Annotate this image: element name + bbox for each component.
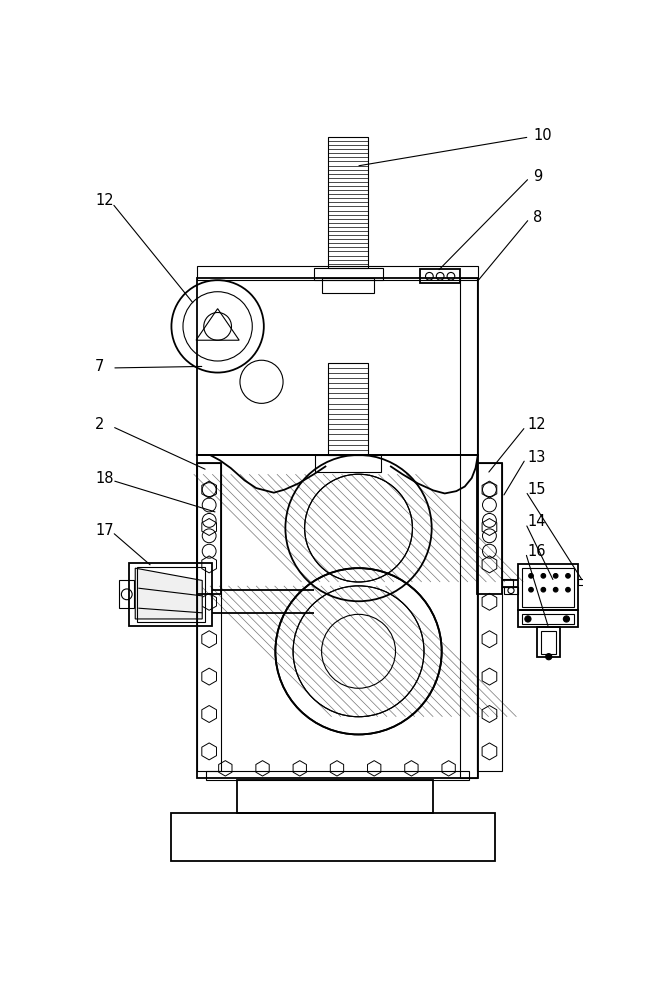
Bar [328, 363, 368, 455]
Circle shape [525, 616, 531, 622]
Text: 10: 10 [534, 128, 552, 143]
Text: 16: 16 [528, 544, 547, 559]
Bar [477, 463, 502, 594]
Circle shape [566, 574, 570, 578]
Bar [537, 627, 560, 657]
Bar [197, 463, 222, 771]
Circle shape [564, 616, 569, 622]
Bar [522, 568, 574, 607]
Bar [518, 610, 578, 627]
Bar [502, 579, 514, 587]
Bar [197, 455, 478, 778]
Bar [477, 463, 502, 771]
Bar [518, 564, 578, 610]
Bar [328, 137, 368, 268]
Circle shape [545, 654, 552, 660]
Text: 7: 7 [95, 359, 105, 374]
Circle shape [553, 574, 558, 578]
Bar [504, 587, 518, 594]
Bar [314, 268, 384, 280]
Text: 12: 12 [95, 193, 114, 208]
Bar [420, 269, 460, 283]
Text: 18: 18 [95, 471, 114, 486]
Text: 12: 12 [528, 417, 547, 432]
Circle shape [566, 587, 570, 592]
Circle shape [553, 587, 558, 592]
Text: 14: 14 [528, 514, 547, 529]
Bar [197, 463, 222, 594]
Bar [197, 266, 478, 280]
Bar [578, 579, 601, 585]
Polygon shape [135, 568, 202, 619]
Circle shape [528, 574, 533, 578]
Circle shape [541, 587, 545, 592]
Text: 8: 8 [534, 210, 543, 225]
Text: 2: 2 [95, 417, 105, 432]
Bar [129, 563, 213, 626]
Text: 17: 17 [95, 523, 114, 538]
Circle shape [528, 587, 533, 592]
Bar [206, 771, 469, 780]
Bar [119, 580, 135, 608]
Bar [460, 278, 477, 778]
Bar [136, 567, 205, 622]
Bar [315, 455, 381, 472]
Text: 9: 9 [534, 169, 543, 184]
Bar [197, 278, 478, 455]
Bar [172, 813, 495, 861]
Bar [541, 631, 556, 654]
Bar [522, 614, 574, 624]
Bar [322, 278, 374, 293]
Circle shape [541, 574, 545, 578]
Text: 15: 15 [528, 482, 547, 497]
Text: 13: 13 [528, 450, 546, 465]
Bar [237, 780, 433, 813]
